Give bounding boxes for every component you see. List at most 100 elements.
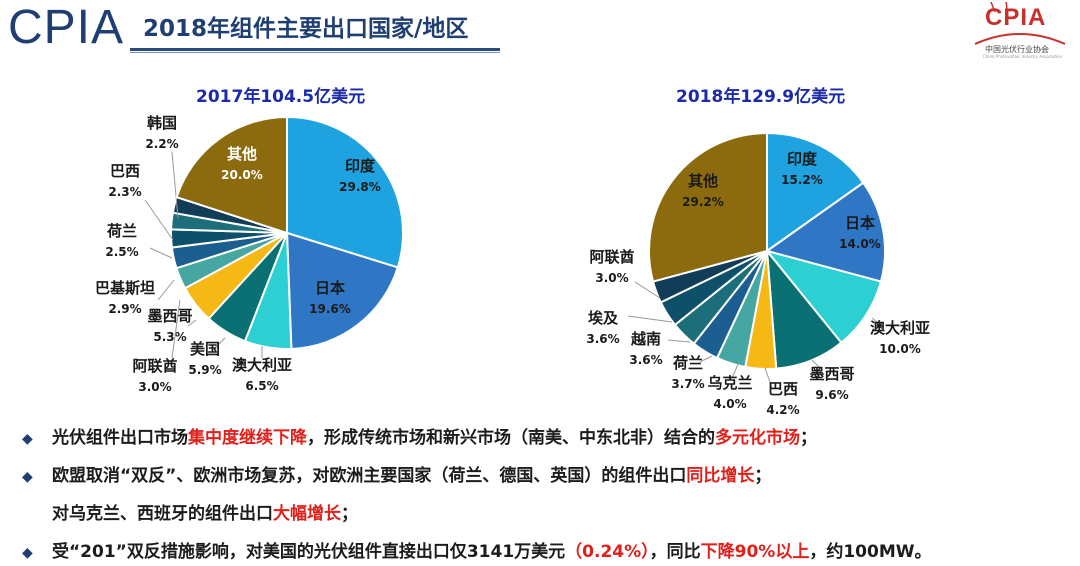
- bullet-text: 光伏组件出口市场: [52, 428, 188, 448]
- title-underline-thin: [130, 52, 500, 53]
- slice-label-乌克兰: 乌克兰: [707, 374, 752, 392]
- slice-value-荷兰: 3.7%: [671, 377, 704, 391]
- leader-line-阿联酋: [171, 299, 181, 359]
- leader-line-乌克兰: [731, 363, 739, 379]
- slice-label-巴西: 巴西: [768, 380, 798, 398]
- slice-value-越南: 3.6%: [629, 353, 662, 367]
- slice-value-美国: 5.9%: [188, 363, 221, 377]
- slice-value-巴西: 4.2%: [766, 403, 799, 417]
- slice-label-巴西: 巴西: [110, 162, 140, 180]
- highlight-text: 大幅增长: [273, 504, 341, 524]
- cpia-logo-text: CPIA: [8, 1, 125, 54]
- title-underline: [130, 48, 500, 51]
- pie-slice-印度: [766, 131, 865, 253]
- bullet-text: ，形成传统市场和新兴市场（南美、中东北非）结合的: [307, 428, 715, 448]
- chart-title-2018: 2018年129.9亿美元: [676, 87, 846, 107]
- bullet-text: ；: [800, 428, 817, 448]
- bullet-item: ◆ 欧盟取消“双反”、欧洲市场复苏，对欧洲主要国家（荷兰、德国、英国）的组件出口同…: [22, 464, 771, 489]
- slice-value-乌克兰: 4.0%: [713, 397, 746, 411]
- bullet-text: ；: [341, 504, 358, 524]
- slice-label-日本: 日本: [845, 214, 875, 232]
- slice-value-日本: 19.6%: [309, 302, 351, 316]
- pie-chart-2018: 印度 15.2% 日本 14.0% 澳大利亚 10.0% 墨西哥 9.6% 巴西 4.2% 乌克兰 4…: [586, 131, 930, 417]
- chart-title-2017: 2017年104.5亿美元: [196, 87, 366, 107]
- slice-value-巴基斯坦: 2.9%: [108, 302, 141, 316]
- brand-subtitle: 中国光伏行业协会: [985, 45, 1049, 54]
- brand-name: CPIA: [985, 4, 1047, 31]
- slice-value-韩国: 2.2%: [145, 137, 178, 151]
- slice-label-阿联酋: 阿联酋: [132, 357, 177, 375]
- slice-value-澳大利亚: 10.0%: [879, 342, 921, 356]
- pie-charts: 印度 29.8% 日本 19.6% 澳大利亚 6.5% 美国 5.9% 墨西哥 5.3% 阿联酋 3.…: [95, 114, 930, 417]
- leader-line-韩国: [171, 151, 179, 219]
- slice-value-阿联酋: 3.0%: [138, 380, 171, 394]
- slice-label-其他: 其他: [688, 172, 718, 190]
- pie-slice-其他: [175, 115, 288, 235]
- leader-line-巴西: [144, 199, 174, 241]
- pie-slice-印度: [286, 115, 404, 269]
- slice-label-阿联酋: 阿联酋: [589, 248, 634, 266]
- slice-label-印度: 印度: [787, 150, 818, 168]
- pie-chart-2017: 印度 29.8% 日本 19.6% 澳大利亚 6.5% 美国 5.9% 墨西哥 5.3% 阿联酋 3.…: [95, 114, 404, 394]
- slice-label-埃及: 埃及: [588, 309, 619, 327]
- slice-label-墨西哥: 墨西哥: [147, 307, 192, 325]
- slice-value-荷兰: 2.5%: [105, 245, 138, 259]
- leader-line-墨西哥: [187, 319, 197, 327]
- page-title: 2018年组件主要出口国家/地区: [143, 16, 469, 42]
- slice-value-埃及: 3.6%: [586, 332, 619, 346]
- diamond-bullet-icon: ◆: [22, 469, 33, 485]
- bullet-item: ◆ 光伏组件出口市场集中度继续下降，形成传统市场和新兴市场（南美、中东北非）结合的…: [22, 426, 817, 451]
- leader-line-美国: [214, 337, 226, 349]
- bullet-item: ◆ 受“201”双反措施影响，对美国的光伏组件直接出口仅3141万美元（0.24%…: [22, 540, 932, 565]
- slice-label-韩国: 韩国: [147, 114, 177, 132]
- bullet-text: 受“201”双反措施影响，对美国的光伏组件直接出口仅3141万美元: [52, 542, 566, 562]
- leader-line-巴西: [764, 367, 773, 389]
- slice-value-印度: 29.8%: [339, 180, 381, 194]
- leader-line-越南: [667, 339, 691, 343]
- leader-line-荷兰: [149, 247, 173, 259]
- slide-header: CPIA 2018年组件主要出口国家/地区 CPIA 中国光伏行业协会 Chin…: [0, 0, 1080, 62]
- slice-value-印度: 15.2%: [781, 173, 823, 187]
- slice-value-墨西哥: 5.3%: [153, 330, 186, 344]
- leader-line-巴基斯坦: [157, 279, 175, 301]
- leader-line-埃及: [627, 315, 673, 323]
- slice-label-澳大利亚: 澳大利亚: [232, 356, 292, 374]
- slice-value-巴西: 2.3%: [108, 185, 141, 199]
- slice-label-日本: 日本: [315, 279, 345, 297]
- slice-label-巴基斯坦: 巴基斯坦: [95, 279, 155, 297]
- bullet-item: 对乌克兰、西班牙的组件出口大幅增长；: [22, 502, 358, 526]
- bullet-text: 欧盟取消“双反”、欧洲市场复苏，对欧洲主要国家（荷兰、德国、英国）的组件出口: [52, 466, 687, 486]
- slice-value-阿联酋: 3.0%: [595, 271, 628, 285]
- bullet-text: ，同比: [649, 542, 701, 562]
- slice-label-荷兰: 荷兰: [673, 354, 703, 372]
- slice-value-其他: 29.2%: [682, 195, 724, 209]
- bullet-text: ，约100MW。: [809, 542, 932, 562]
- slice-label-墨西哥: 墨西哥: [809, 365, 854, 383]
- highlight-text: 集中度继续下降: [188, 428, 307, 448]
- slice-value-澳大利亚: 6.5%: [245, 379, 278, 393]
- cpia-brand-logo: CPIA 中国光伏行业协会 China Photovoltaic Industr…: [965, 2, 1075, 62]
- slice-label-其他: 其他: [227, 145, 257, 163]
- bullet-text: ；: [754, 466, 772, 486]
- slice-label-荷兰: 荷兰: [107, 222, 137, 240]
- slice-value-日本: 14.0%: [839, 237, 881, 251]
- highlight-text: 多元化市场: [715, 428, 800, 448]
- slice-label-澳大利亚: 澳大利亚: [870, 319, 930, 337]
- slice-label-越南: 越南: [630, 330, 661, 348]
- diamond-bullet-icon: ◆: [22, 431, 33, 447]
- diamond-bullet-icon: ◆: [22, 545, 33, 561]
- bullet-text: 对乌克兰、西班牙的组件出口: [52, 504, 273, 524]
- highlight-text: 下降90%以上: [700, 542, 810, 562]
- sun-arc-icon: [974, 2, 1066, 45]
- highlight-text: 同比增长: [686, 466, 755, 486]
- slice-value-墨西哥: 9.6%: [815, 388, 848, 402]
- slice-label-印度: 印度: [345, 157, 376, 175]
- highlight-text: （0.24%）: [565, 542, 650, 562]
- leader-line-阿联酋: [634, 281, 661, 299]
- brand-tagline: China Photovoltaic Industry Association: [983, 54, 1063, 59]
- pie-slice-澳大利亚: [764, 249, 883, 345]
- leader-line-墨西哥: [811, 359, 823, 371]
- pie-slice-日本: [764, 181, 886, 283]
- leader-line-澳大利亚: [871, 317, 883, 327]
- pie-slice-其他: [648, 131, 768, 283]
